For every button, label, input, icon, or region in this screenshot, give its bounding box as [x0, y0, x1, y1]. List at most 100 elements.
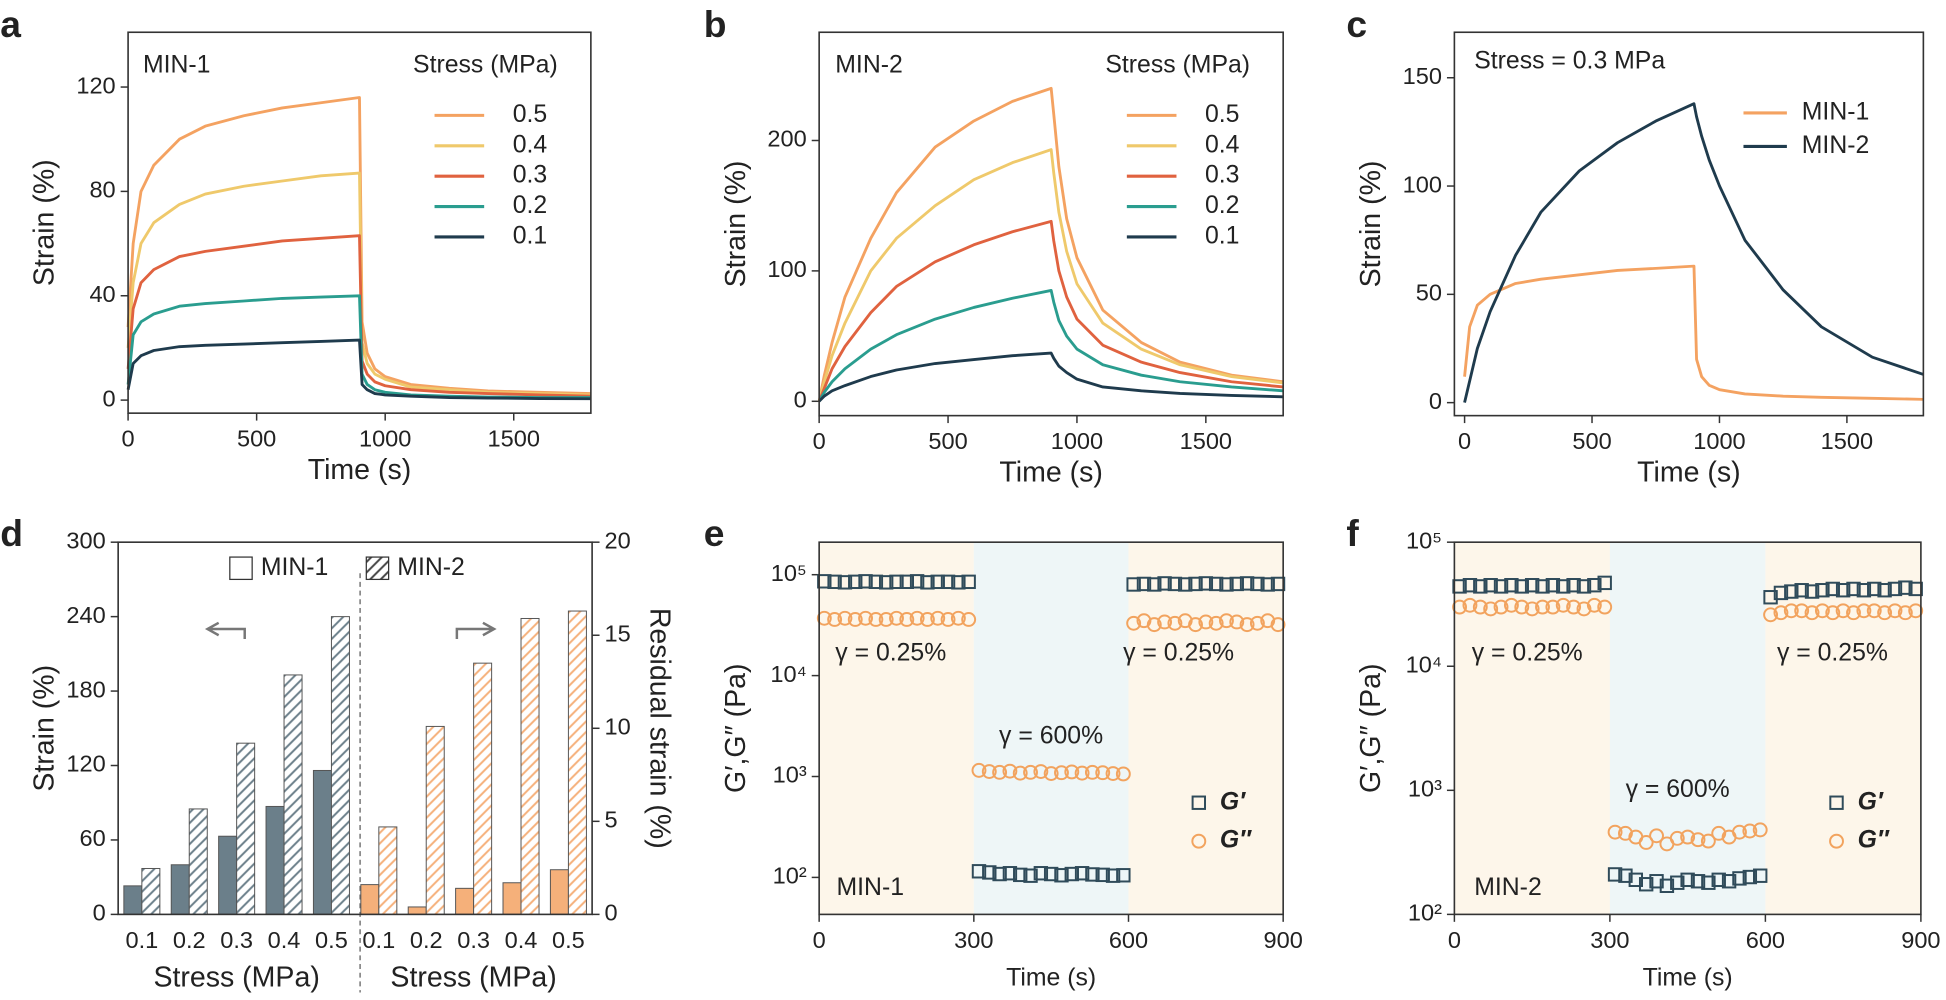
y-tick-label: 0: [103, 385, 116, 411]
point: [1524, 578, 1540, 593]
line-series: [1463, 264, 1924, 401]
point: [1095, 867, 1110, 883]
point: [1649, 828, 1664, 844]
y-axis-label: Strain (%): [720, 161, 752, 288]
point: [1147, 577, 1162, 592]
point: [1198, 576, 1214, 591]
x-tick-label: 300: [954, 927, 993, 953]
y2-tick-label: 5: [605, 807, 618, 833]
annotation: γ = 0.25%: [1472, 639, 1583, 666]
point: [1493, 579, 1509, 594]
legend-title: Stress (MPa): [413, 51, 558, 78]
point: [909, 610, 925, 626]
plot-frame: [1453, 541, 1922, 916]
point: [919, 612, 935, 627]
annotation: Stress = 0.3 MPa: [1474, 48, 1665, 75]
legend-label: 0.1: [1205, 223, 1239, 250]
point: [1638, 835, 1654, 850]
point: [1566, 599, 1582, 615]
point: [847, 612, 863, 627]
point: [1597, 575, 1612, 591]
point: [1198, 614, 1214, 630]
point: [1157, 576, 1172, 591]
point: [837, 610, 853, 626]
background-band: [1609, 542, 1766, 915]
point: [1146, 617, 1162, 633]
bar: [502, 882, 522, 915]
x-tick-label: 300: [1590, 927, 1629, 953]
legend-label: 0.2: [513, 192, 547, 219]
point: [827, 574, 842, 590]
point: [899, 574, 914, 590]
annotation: MIN-2: [1474, 874, 1542, 901]
x-axis-label: Time (s): [308, 454, 411, 486]
background-band: [973, 542, 1129, 915]
x-axis-label: Time (s): [1637, 456, 1740, 488]
point: [1064, 866, 1079, 882]
y-tick-label: 150: [1403, 63, 1442, 89]
y-tick-label: 10²: [1408, 900, 1442, 926]
point: [920, 575, 935, 590]
point: [1607, 867, 1623, 882]
point: [1856, 583, 1872, 598]
bar: [455, 887, 475, 915]
point: [1669, 830, 1685, 846]
point: [1514, 599, 1530, 615]
legend-label: 0.1: [513, 223, 547, 250]
line-series: [126, 171, 591, 397]
y-tick-label: 10⁴: [770, 661, 806, 687]
point: [1033, 764, 1049, 779]
point: [1700, 833, 1716, 849]
point: [1846, 605, 1861, 621]
point: [1126, 615, 1142, 631]
point: [1908, 603, 1924, 619]
point: [878, 612, 894, 627]
x-tick-label: 0.4: [268, 927, 301, 953]
annotation: γ = 0.25%: [1777, 639, 1888, 666]
point: [1229, 576, 1244, 592]
point: [1178, 577, 1193, 592]
x-tick-label: 0: [122, 426, 135, 452]
y-tick-label: 60: [80, 825, 106, 851]
point: [1814, 603, 1830, 619]
point: [1105, 766, 1121, 781]
x-axis-label: Time (s): [1643, 964, 1733, 991]
annotation: MIN-1: [143, 51, 211, 78]
point: [1002, 763, 1018, 779]
point: [1524, 601, 1540, 617]
y2-tick-label: 20: [605, 527, 631, 553]
y-tick-label: 10³: [773, 762, 807, 788]
x-tick-label: 0.3: [220, 927, 253, 953]
point: [1126, 577, 1141, 592]
bar: [549, 869, 569, 915]
annotation: MIN-2: [835, 51, 903, 78]
point: [1452, 599, 1468, 615]
plot-frame: [818, 541, 1284, 916]
point: [930, 574, 945, 590]
point: [1043, 766, 1059, 781]
annotation: γ = 0.25%: [1123, 639, 1234, 666]
y-tick-label: 300: [66, 527, 105, 553]
line-series: [817, 219, 1284, 402]
point: [1825, 605, 1841, 621]
point: [1617, 825, 1633, 841]
background-band: [819, 542, 974, 915]
point: [930, 610, 946, 626]
x-tick-label: 1000: [359, 426, 411, 452]
point: [961, 612, 977, 627]
x-tick-label: 600: [1746, 927, 1785, 953]
point: [889, 610, 904, 626]
y-tick-label: 240: [66, 602, 105, 628]
point: [992, 764, 1008, 780]
y-tick-label: 10⁴: [1406, 651, 1442, 677]
bar: [283, 674, 303, 915]
bar: [425, 725, 445, 915]
y-tick-label: 10⁵: [1406, 527, 1442, 553]
point: [909, 574, 925, 589]
arrow-right: [455, 621, 497, 639]
point: [1742, 869, 1758, 885]
x-tick-label: 0: [813, 927, 826, 953]
legend-label: G″: [1220, 827, 1252, 854]
bar: [123, 885, 143, 915]
